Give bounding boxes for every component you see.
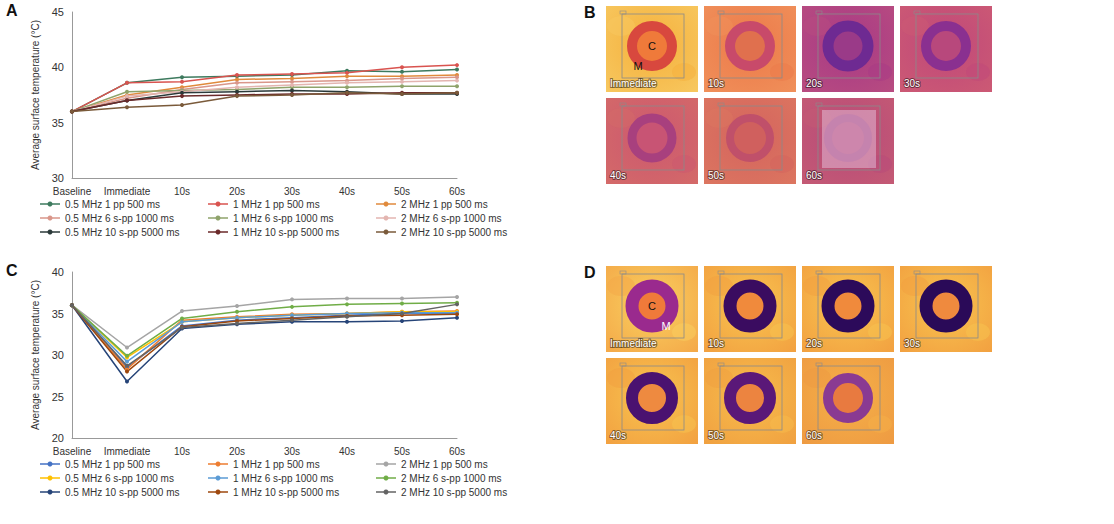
svg-text:30s: 30s <box>284 446 300 457</box>
svg-text:2 MHz 1 pp 500 ms: 2 MHz 1 pp 500 ms <box>401 199 488 210</box>
svg-text:35: 35 <box>52 308 64 320</box>
svg-text:Average surface temperature (°: Average surface temperature (°C) <box>30 20 41 170</box>
svg-text:Immediate: Immediate <box>610 78 657 89</box>
svg-text:40s: 40s <box>339 446 355 457</box>
svg-text:60s: 60s <box>806 170 822 181</box>
svg-text:0.5 MHz 6 s-pp 1000 ms: 0.5 MHz 6 s-pp 1000 ms <box>65 213 174 224</box>
svg-text:10s: 10s <box>708 338 724 349</box>
svg-text:60s: 60s <box>449 446 465 457</box>
svg-text:0.5 MHz 10 s-pp 5000 ms: 0.5 MHz 10 s-pp 5000 ms <box>65 227 180 238</box>
svg-text:50s: 50s <box>394 186 410 197</box>
svg-text:Average surface temperature (°: Average surface temperature (°C) <box>30 280 41 430</box>
svg-text:D: D <box>584 264 596 281</box>
svg-text:1 MHz 6 s-pp 1000 ms: 1 MHz 6 s-pp 1000 ms <box>233 213 334 224</box>
svg-text:40s: 40s <box>610 430 626 441</box>
svg-text:Immediate: Immediate <box>104 446 151 457</box>
svg-text:2 MHz 6 s-pp 1000 ms: 2 MHz 6 s-pp 1000 ms <box>401 213 502 224</box>
svg-text:C: C <box>648 40 656 52</box>
svg-text:2 MHz 1 pp 500 ms: 2 MHz 1 pp 500 ms <box>401 459 488 470</box>
svg-text:35: 35 <box>52 117 64 129</box>
svg-text:M: M <box>633 60 642 72</box>
svg-text:1 MHz 10 s-pp 5000 ms: 1 MHz 10 s-pp 5000 ms <box>233 227 339 238</box>
svg-text:0.5 MHz 1 pp 500 ms: 0.5 MHz 1 pp 500 ms <box>65 459 160 470</box>
svg-text:C: C <box>648 300 656 312</box>
svg-text:10s: 10s <box>708 78 724 89</box>
svg-text:60s: 60s <box>806 430 822 441</box>
svg-text:2 MHz 6 s-pp 1000 ms: 2 MHz 6 s-pp 1000 ms <box>401 473 502 484</box>
svg-text:50s: 50s <box>708 430 724 441</box>
svg-text:0.5 MHz 6 s-pp 1000 ms: 0.5 MHz 6 s-pp 1000 ms <box>65 473 174 484</box>
svg-text:Immediate: Immediate <box>610 338 657 349</box>
svg-text:50s: 50s <box>394 446 410 457</box>
svg-text:Immediate: Immediate <box>104 186 151 197</box>
svg-text:40s: 40s <box>610 170 626 181</box>
svg-text:1 MHz 1 pp 500 ms: 1 MHz 1 pp 500 ms <box>233 459 320 470</box>
svg-text:30: 30 <box>52 349 64 361</box>
svg-text:40s: 40s <box>339 186 355 197</box>
svg-text:A: A <box>6 2 18 19</box>
svg-text:Baseline: Baseline <box>53 446 92 457</box>
svg-text:1 MHz 6 s-pp 1000 ms: 1 MHz 6 s-pp 1000 ms <box>233 473 334 484</box>
svg-text:2 MHz 10 s-pp 5000 ms: 2 MHz 10 s-pp 5000 ms <box>401 487 507 498</box>
svg-text:45: 45 <box>52 6 64 18</box>
svg-text:10s: 10s <box>174 446 190 457</box>
svg-text:30s: 30s <box>904 338 920 349</box>
svg-text:25: 25 <box>52 391 64 403</box>
svg-text:2 MHz 10 s-pp 5000 ms: 2 MHz 10 s-pp 5000 ms <box>401 227 507 238</box>
svg-text:30: 30 <box>52 172 64 184</box>
svg-text:60s: 60s <box>449 186 465 197</box>
svg-text:40: 40 <box>52 61 64 73</box>
svg-text:30s: 30s <box>284 186 300 197</box>
svg-text:20s: 20s <box>229 186 245 197</box>
svg-text:50s: 50s <box>708 170 724 181</box>
svg-text:20s: 20s <box>806 338 822 349</box>
svg-text:0.5 MHz 1 pp 500 ms: 0.5 MHz 1 pp 500 ms <box>65 199 160 210</box>
svg-text:20: 20 <box>52 432 64 444</box>
svg-text:M: M <box>661 320 670 332</box>
svg-text:40: 40 <box>52 266 64 278</box>
svg-text:C: C <box>6 262 18 279</box>
svg-text:20s: 20s <box>806 78 822 89</box>
svg-text:1 MHz 10 s-pp 5000 ms: 1 MHz 10 s-pp 5000 ms <box>233 487 339 498</box>
svg-text:0.5 MHz 10 s-pp 5000 ms: 0.5 MHz 10 s-pp 5000 ms <box>65 487 180 498</box>
svg-text:30s: 30s <box>904 78 920 89</box>
svg-text:Baseline: Baseline <box>53 186 92 197</box>
svg-text:B: B <box>584 4 596 21</box>
svg-text:20s: 20s <box>229 446 245 457</box>
svg-text:10s: 10s <box>174 186 190 197</box>
svg-text:1 MHz 1 pp 500 ms: 1 MHz 1 pp 500 ms <box>233 199 320 210</box>
